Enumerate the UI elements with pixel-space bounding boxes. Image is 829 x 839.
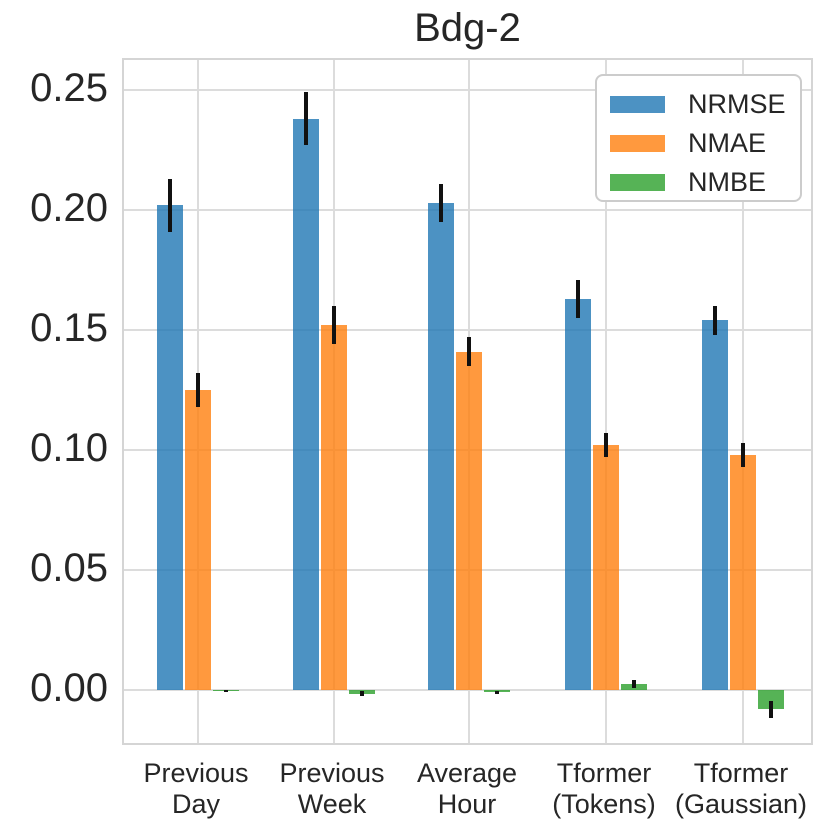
legend-row: NRMSE [610, 85, 800, 124]
h-gridline [124, 89, 811, 91]
error-bar-nmae-1 [332, 306, 336, 345]
legend-label: NMAE [688, 128, 767, 158]
y-tick-label: 0.25 [30, 66, 108, 110]
bar-nmae-2 [456, 351, 482, 690]
h-gridline [124, 689, 811, 691]
bar-nrmse-0 [157, 205, 183, 690]
h-gridline [124, 209, 811, 211]
error-bar-nmbe-2 [495, 691, 499, 694]
x-tick-line: Tformer [556, 758, 652, 788]
h-gridline [124, 329, 811, 331]
error-bar-nmae-3 [604, 433, 608, 458]
x-tick-line: (Tokens) [552, 789, 656, 819]
bar-nmae-4 [730, 454, 756, 690]
error-bar-nrmse-4 [713, 306, 717, 335]
error-bar-nrmse-2 [439, 183, 443, 222]
error-bar-nmae-4 [741, 442, 745, 467]
y-tick-label: 0.10 [30, 426, 108, 470]
error-bar-nmbe-0 [224, 690, 228, 693]
error-bar-nrmse-0 [168, 178, 172, 232]
y-tick-label: 0.15 [30, 306, 108, 350]
bar-nmae-1 [321, 325, 347, 690]
x-tick-label: Tformer (Tokens) [519, 758, 689, 820]
x-tick-line: Tformer [693, 758, 789, 788]
x-tick-line: Day [171, 789, 220, 819]
x-tick-line: (Gaussian) [674, 789, 808, 819]
legend-swatch-nrmse [610, 96, 665, 113]
x-tick-line: Week [297, 789, 367, 819]
x-tick-label: Previous Day [111, 758, 281, 820]
x-tick-line: Hour [437, 789, 497, 819]
x-tick-line: Previous [279, 758, 385, 788]
bar-nmae-0 [185, 390, 211, 690]
y-tick-label: 0.00 [30, 666, 108, 710]
x-tick-label: Previous Week [247, 758, 417, 820]
v-gridline [742, 60, 744, 743]
error-bar-nmbe-3 [632, 679, 636, 689]
v-gridline [605, 60, 607, 743]
legend-swatch-nmbe [610, 174, 665, 191]
legend: NRMSE NMAE NMBE [595, 74, 802, 202]
bar-nmae-3 [593, 445, 619, 690]
x-tick-label: Average Hour [382, 758, 552, 820]
error-bar-nmae-0 [196, 373, 200, 407]
bar-nmbe-4 [758, 690, 784, 710]
legend-label: NMBE [688, 167, 767, 197]
bar-nrmse-1 [293, 118, 319, 690]
bar-nrmse-2 [428, 202, 454, 690]
x-tick-line: Average [416, 758, 518, 788]
error-bar-nmae-2 [467, 337, 471, 366]
x-tick-label: Tformer (Gaussian) [656, 758, 826, 820]
legend-label: NRMSE [688, 89, 786, 119]
bar-nrmse-3 [565, 298, 591, 690]
error-bar-nrmse-3 [576, 279, 580, 318]
y-tick-label: 0.05 [30, 546, 108, 590]
legend-row: NMBE [610, 163, 800, 202]
chart-title: Bdg-2 [414, 6, 521, 50]
legend-row: NMAE [610, 124, 800, 163]
error-bar-nrmse-1 [304, 92, 308, 146]
y-tick-label: 0.20 [30, 186, 108, 230]
bar-nrmse-4 [702, 320, 728, 690]
error-bar-nmbe-1 [360, 691, 364, 696]
legend-swatch-nmae [610, 135, 665, 152]
x-tick-line: Previous [143, 758, 249, 788]
error-bar-nmbe-4 [769, 700, 773, 718]
